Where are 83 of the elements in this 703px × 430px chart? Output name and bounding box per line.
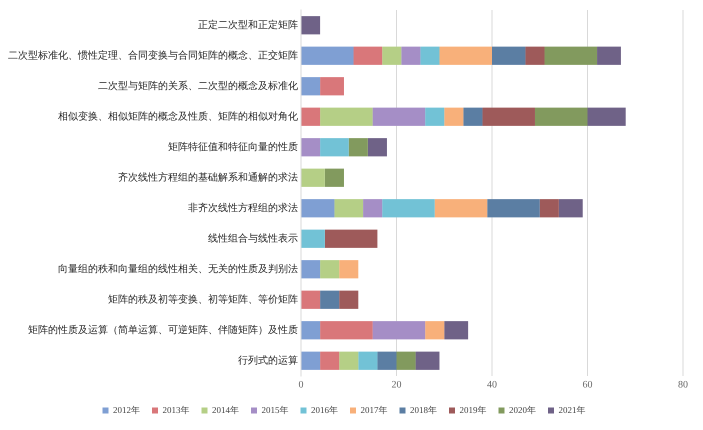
legend-label: 2019年 [460, 404, 486, 415]
y-tick-label: 行列式的运算 [238, 354, 298, 366]
bar [320, 138, 349, 156]
y-tick-label: 线性组合与线性表示 [208, 232, 298, 244]
bar [525, 46, 545, 65]
x-tick-label: 60 [582, 380, 592, 391]
bar [544, 46, 598, 65]
bar [425, 321, 444, 340]
legend-label: 2015年 [262, 404, 288, 415]
legend-label: 2017年 [360, 404, 388, 415]
bar [368, 138, 387, 156]
bar [597, 46, 621, 65]
bar [302, 230, 325, 248]
bar [540, 199, 559, 218]
bar [416, 352, 440, 370]
legend-label: 2014年 [212, 404, 239, 415]
y-tick-label: 矩阵特征值和特征向量的性质 [168, 140, 298, 153]
legend-label: 2012年 [113, 404, 140, 415]
y-tick-label: 矩阵的秩及初等变换、初等矩阵、等价矩阵 [108, 293, 298, 306]
bar [382, 46, 402, 65]
bar [358, 352, 378, 370]
bar [302, 108, 320, 126]
bar [324, 168, 344, 187]
bar [320, 290, 340, 309]
bar [302, 168, 325, 187]
y-tick-label: 二次型与矩阵的关系、二次型的概念及标准化 [98, 80, 298, 92]
bar [302, 16, 320, 34]
legend-label: 2016年 [311, 404, 338, 415]
bar [588, 108, 626, 126]
bar [434, 199, 488, 218]
bar [363, 199, 382, 218]
x-tick-label: 0 [298, 380, 304, 391]
y-tick-label: 二次型标准化、惯性定理、合同变换与合同矩阵的概念、正交矩阵 [8, 49, 298, 62]
y-tick-label: 矩阵的性质及运算（简单运算、可逆矩阵、伴随矩阵）及性质 [28, 324, 298, 336]
bar [377, 352, 396, 370]
bar [302, 138, 320, 156]
bar [372, 321, 426, 340]
bar [302, 46, 354, 65]
bar [425, 108, 444, 126]
bar [320, 108, 373, 126]
x-tick-label: 80 [678, 380, 688, 391]
y-tick-label: 向量组的秩和向量组的线性相关、无关的性质及判别法 [58, 262, 298, 275]
y-tick-label: 非齐次线性方程组的求法 [188, 202, 298, 214]
bar [302, 321, 320, 340]
bar [302, 77, 320, 96]
bar [401, 46, 420, 65]
x-tick-label: 40 [487, 380, 497, 391]
bar [558, 199, 583, 218]
legend-label: 2020年 [509, 404, 536, 415]
bar [339, 352, 358, 370]
bar [320, 321, 373, 340]
bar [320, 260, 340, 278]
bar [320, 352, 340, 370]
bar [492, 46, 526, 65]
bar [302, 199, 334, 218]
bar [302, 352, 320, 370]
bar [348, 138, 368, 156]
bar [487, 199, 540, 218]
legend-label: 2013年 [162, 404, 190, 415]
y-tick-label: 正定二次型和正定矩阵 [198, 18, 298, 31]
bar [302, 260, 320, 278]
bar [396, 352, 416, 370]
bar [372, 108, 426, 126]
bar [354, 46, 382, 65]
legend-label: 2018年 [410, 404, 437, 415]
bar [420, 46, 440, 65]
bar [320, 77, 344, 96]
bar [339, 260, 358, 278]
y-tick-label: 齐次线性方程组的基础解系和通解的求法 [118, 171, 298, 184]
bar [444, 321, 468, 340]
bar [302, 290, 320, 309]
bar [324, 230, 378, 248]
bar [482, 108, 535, 126]
legend-label: 2021年 [558, 404, 586, 415]
y-tick-label: 相似变换、相似矩阵的概念及性质、矩阵的相似对角化 [58, 110, 298, 122]
bar [334, 199, 364, 218]
bar [444, 108, 464, 126]
bar [463, 108, 482, 126]
x-tick-label: 20 [392, 380, 402, 391]
bar [534, 108, 588, 126]
bar [382, 199, 435, 218]
bar [339, 290, 358, 309]
bar [439, 46, 492, 65]
